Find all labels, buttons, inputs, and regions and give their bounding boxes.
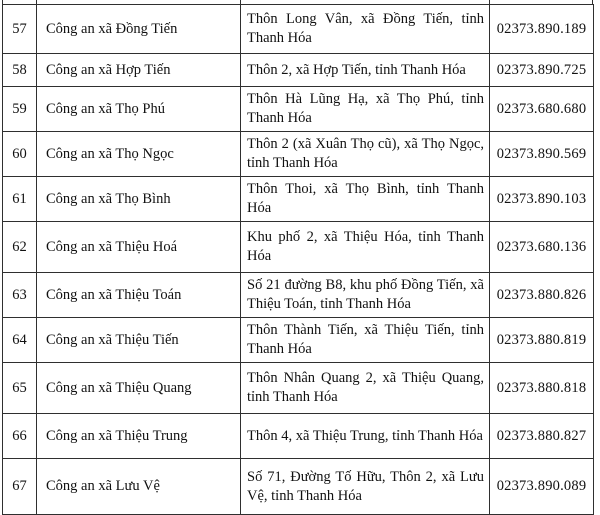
table-row: 62 Công an xã Thiệu Hoá Khu phố 2, xã Th… xyxy=(2,221,594,273)
column-border-stub xyxy=(592,0,593,5)
station-phone-cell: 02373.680.136 xyxy=(489,221,594,273)
station-name-cell: Công an xã Thiệu Tiến xyxy=(36,317,241,363)
station-name-cell: Công an xã Thiệu Hoá xyxy=(36,221,241,273)
station-name-cell: Công an xã Thọ Phú xyxy=(36,86,241,132)
station-phone-cell: 02373.890.189 xyxy=(489,4,594,54)
row-number-cell: 61 xyxy=(2,176,37,222)
station-address-cell: Thôn Thoi, xã Thọ Bình, tỉnh Thanh Hóa xyxy=(240,176,490,222)
row-number-cell: 62 xyxy=(2,221,37,273)
row-number-cell: 59 xyxy=(2,86,37,132)
table-row: 57 Công an xã Đồng Tiến Thôn Long Vân, x… xyxy=(2,4,594,54)
row-number-cell: 64 xyxy=(2,317,37,363)
row-number-cell: 66 xyxy=(2,413,37,459)
table-row: 66 Công an xã Thiệu Trung Thôn 4, xã Thi… xyxy=(2,413,594,459)
station-address-cell: Thôn 4, xã Thiệu Trung, tỉnh Thanh Hóa xyxy=(240,413,490,459)
station-address-cell: Thôn 2, xã Hợp Tiến, tỉnh Thanh Hóa xyxy=(240,53,490,87)
station-phone-cell: 02373.880.826 xyxy=(489,272,594,318)
station-address-cell: Khu phố 2, xã Thiệu Hóa, tỉnh Thanh Hóa xyxy=(240,221,490,273)
station-name-cell: Công an xã Thiệu Toán xyxy=(36,272,241,318)
station-phone-cell: 02373.880.827 xyxy=(489,413,594,459)
station-name-cell: Công an xã Thọ Ngọc xyxy=(36,131,241,177)
station-name-cell: Công an xã Lưu Vệ xyxy=(36,458,241,515)
station-phone-cell: 02373.880.818 xyxy=(489,362,594,414)
station-name-cell: Công an xã Thiệu Quang xyxy=(36,362,241,414)
table-row: 58 Công an xã Hợp Tiến Thôn 2, xã Hợp Ti… xyxy=(2,53,594,87)
station-phone-cell: 02373.890.089 xyxy=(489,458,594,515)
station-phone-cell: 02373.890.103 xyxy=(489,176,594,222)
table-row: 59 Công an xã Thọ Phú Thôn Hà Lũng Hạ, x… xyxy=(2,86,594,132)
row-number-cell: 60 xyxy=(2,131,37,177)
table-row: 64 Công an xã Thiệu Tiến Thôn Thành Tiến… xyxy=(2,317,594,363)
police-station-directory-table: 57 Công an xã Đồng Tiến Thôn Long Vân, x… xyxy=(2,4,594,515)
table-row: 63 Công an xã Thiệu Toán Số 21 đường B8,… xyxy=(2,272,594,318)
station-phone-cell: 02373.680.680 xyxy=(489,86,594,132)
row-number-cell: 65 xyxy=(2,362,37,414)
row-number-cell: 67 xyxy=(2,458,37,515)
station-phone-cell: 02373.890.569 xyxy=(489,131,594,177)
station-address-cell: Số 21 đường B8, khu phố Đồng Tiến, xã Th… xyxy=(240,272,490,318)
station-address-cell: Thôn 2 (xã Xuân Thọ cũ), xã Thọ Ngọc, tỉ… xyxy=(240,131,490,177)
station-address-cell: Số 71, Đường Tố Hữu, Thôn 2, xã Lưu Vệ, … xyxy=(240,458,490,515)
row-number-cell: 63 xyxy=(2,272,37,318)
table-row: 65 Công an xã Thiệu Quang Thôn Nhân Quan… xyxy=(2,362,594,414)
column-border-stub xyxy=(2,0,3,5)
station-phone-cell: 02373.890.725 xyxy=(489,53,594,87)
station-address-cell: Thôn Long Vân, xã Đồng Tiến, tỉnh Thanh … xyxy=(240,4,490,54)
column-border-stub xyxy=(36,0,37,5)
station-address-cell: Thôn Hà Lũng Hạ, xã Thọ Phú, tỉnh Thanh … xyxy=(240,86,490,132)
station-name-cell: Công an xã Thọ Bình xyxy=(36,176,241,222)
column-border-stub xyxy=(240,0,241,5)
station-name-cell: Công an xã Đồng Tiến xyxy=(36,4,241,54)
table-row: 60 Công an xã Thọ Ngọc Thôn 2 (xã Xuân T… xyxy=(2,131,594,177)
table-row: 61 Công an xã Thọ Bình Thôn Thoi, xã Thọ… xyxy=(2,176,594,222)
station-name-cell: Công an xã Hợp Tiến xyxy=(36,53,241,87)
row-number-cell: 58 xyxy=(2,53,37,87)
station-name-cell: Công an xã Thiệu Trung xyxy=(36,413,241,459)
station-address-cell: Thôn Nhân Quang 2, xã Thiệu Quang, tỉnh … xyxy=(240,362,490,414)
row-number-cell: 57 xyxy=(2,4,37,54)
station-phone-cell: 02373.880.819 xyxy=(489,317,594,363)
column-border-stub xyxy=(489,0,490,5)
station-address-cell: Thôn Thành Tiến, xã Thiệu Tiến, tỉnh Tha… xyxy=(240,317,490,363)
table-row: 67 Công an xã Lưu Vệ Số 71, Đường Tố Hữu… xyxy=(2,458,594,515)
